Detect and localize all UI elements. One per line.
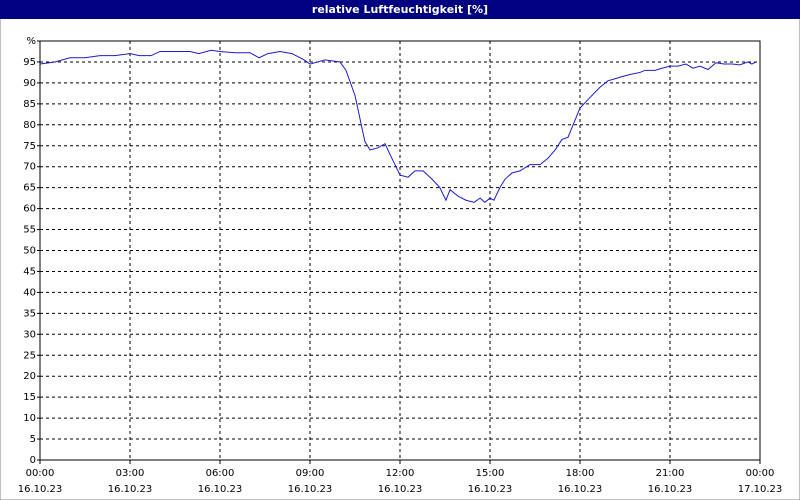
y-tick-label: 45 — [23, 266, 36, 277]
x-tick-label: 12:00 — [386, 468, 415, 479]
title-bar — [0, 0, 800, 19]
y-tick-label: 35 — [23, 308, 36, 319]
y-tick-label: 80 — [23, 120, 36, 131]
y-tick-label: 60 — [23, 204, 36, 215]
y-tick-label: 5 — [30, 434, 36, 445]
x-tick-label: 09:00 — [296, 468, 325, 479]
x-tick-date: 16.10.23 — [18, 484, 63, 495]
y-tick-label: 55 — [23, 225, 36, 236]
x-tick-date: 16.10.23 — [558, 484, 603, 495]
y-tick-label: 90 — [23, 78, 36, 89]
x-tick-label: 00:00 — [746, 468, 775, 479]
y-tick-label: % — [26, 36, 36, 47]
y-tick-label: 40 — [23, 287, 36, 298]
plot-border — [39, 40, 761, 461]
data-line — [39, 49, 757, 203]
y-tick-label: 10 — [23, 413, 36, 424]
x-tick-label: 18:00 — [566, 468, 595, 479]
y-tick-label: 95 — [23, 57, 36, 68]
x-tick-date: 16.10.23 — [378, 484, 423, 495]
y-tick-label: 85 — [23, 99, 36, 110]
y-tick-label: 20 — [23, 371, 36, 382]
x-tick-date: 16.10.23 — [648, 484, 693, 495]
x-tick-date: 17.10.23 — [738, 484, 783, 495]
x-tick-date: 16.10.23 — [468, 484, 513, 495]
y-tick-label: 15 — [23, 392, 36, 403]
chart-title: relative Luftfeuchtigkeit [%] — [312, 3, 488, 16]
x-tick-label: 03:00 — [116, 468, 145, 479]
x-tick-label: 06:00 — [206, 468, 235, 479]
y-tick-label: 30 — [23, 329, 36, 340]
x-tick-label: 15:00 — [476, 468, 505, 479]
y-tick-label: 70 — [23, 162, 36, 173]
y-tick-label: 50 — [23, 246, 36, 257]
y-tick-label: 25 — [23, 350, 36, 361]
x-tick-date: 16.10.23 — [108, 484, 153, 495]
y-tick-label: 65 — [23, 183, 36, 194]
y-tick-label: 75 — [23, 141, 36, 152]
y-tick-label: 0 — [30, 455, 36, 466]
x-tick-label: 00:00 — [26, 468, 55, 479]
x-tick-date: 16.10.23 — [288, 484, 333, 495]
x-tick-date: 16.10.23 — [198, 484, 243, 495]
x-tick-label: 21:00 — [656, 468, 685, 479]
